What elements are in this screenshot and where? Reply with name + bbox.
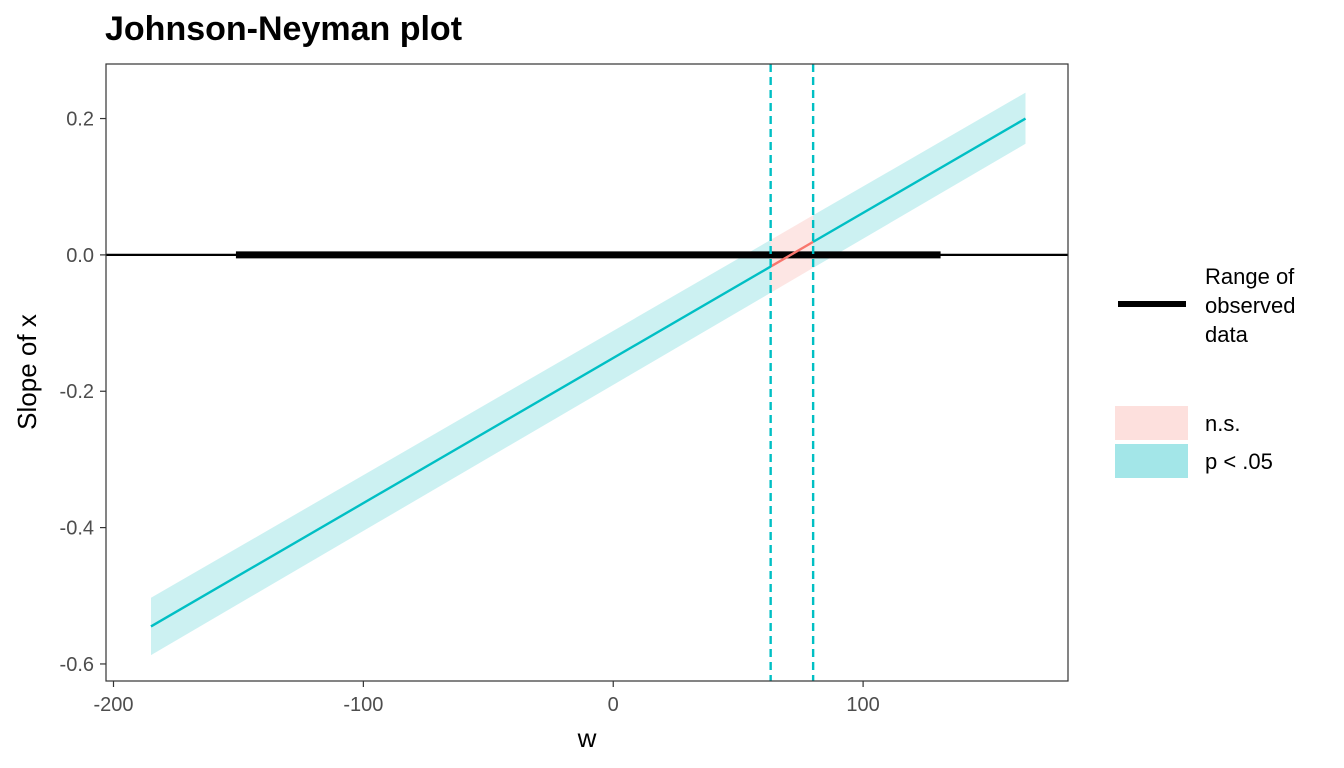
legend: Range of observed data n.s. p < .05 [1115,264,1296,478]
legend-sig-swatch [1115,444,1188,478]
x-axis-title: w [577,723,597,753]
legend-ns-label: n.s. [1205,411,1240,436]
legend-range-label-line-2: observed [1205,293,1296,318]
legend-range-label-line-1: Range of [1205,264,1295,289]
legend-ns-swatch [1115,406,1188,440]
y-tick-label: 0.2 [66,109,94,131]
y-tick-label: -0.6 [60,654,94,676]
y-tick-label: 0.0 [66,245,94,267]
plot-border [105,63,1069,682]
legend-range-label-line-3: data [1205,322,1249,347]
slope-line-upper [812,117,1027,243]
y-tick-label: -0.2 [60,381,94,403]
slope-line-middle [770,240,814,268]
x-tick-label: -100 [343,694,383,716]
slope-line-lower [150,265,772,628]
legend-sig-label: p < .05 [1205,449,1273,474]
x-axis: -200 -100 0 100 [93,681,880,716]
x-tick-label: -200 [93,694,133,716]
y-axis-title: Slope of x [12,314,42,430]
plot-area [106,64,1068,681]
chart-title: Johnson-Neyman plot [105,10,462,48]
x-tick-label: 0 [608,694,619,716]
x-tick-label: 100 [846,694,879,716]
y-axis: -0.6 -0.4 -0.2 0.0 0.2 [60,109,106,676]
y-tick-label: -0.4 [60,518,94,540]
